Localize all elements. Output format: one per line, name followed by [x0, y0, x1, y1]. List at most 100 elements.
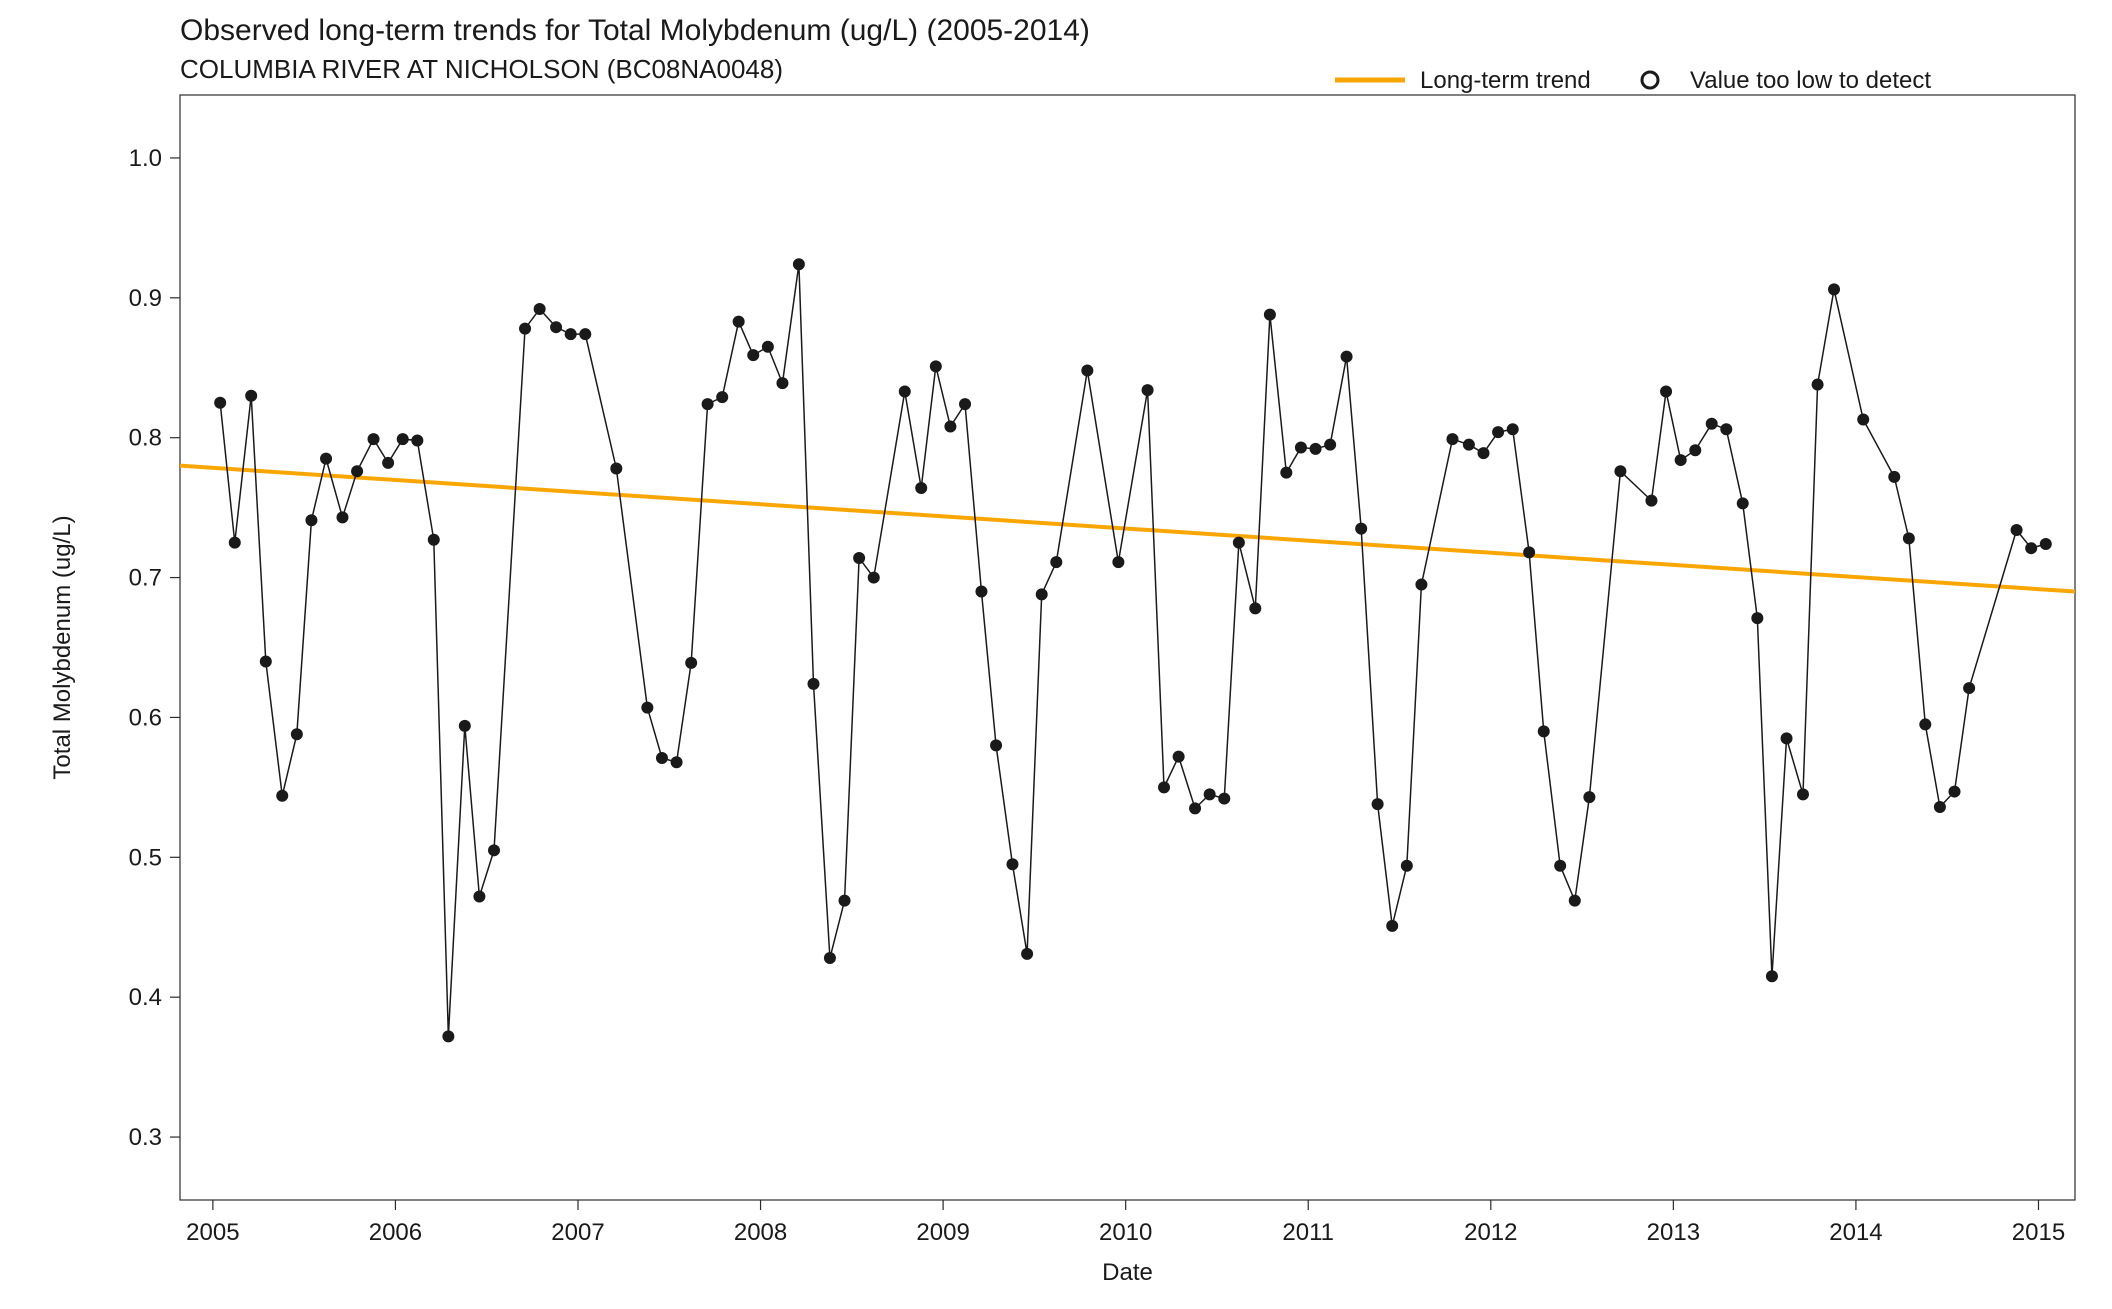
data-point: [1415, 579, 1427, 591]
data-point: [1919, 718, 1931, 730]
data-point: [702, 398, 714, 410]
data-point: [747, 349, 759, 361]
data-point: [1828, 283, 1840, 295]
legend-censored-swatch: [1642, 72, 1658, 88]
data-point: [1507, 423, 1519, 435]
data-point: [351, 465, 363, 477]
data-point: [671, 756, 683, 768]
legend-trend-label: Long-term trend: [1420, 67, 1591, 94]
data-point: [214, 397, 226, 409]
data-point: [1583, 791, 1595, 803]
x-tick-label: 2006: [369, 1219, 422, 1246]
y-axis-label: Total Molybdenum (ug/L): [49, 515, 76, 779]
data-point: [915, 482, 927, 494]
data-point: [1888, 471, 1900, 483]
data-point: [1204, 788, 1216, 800]
data-point: [839, 895, 851, 907]
data-point: [368, 433, 380, 445]
data-point: [1233, 537, 1245, 549]
data-point: [990, 739, 1002, 751]
data-point: [1857, 414, 1869, 426]
data-point: [975, 586, 987, 598]
data-point: [1963, 682, 1975, 694]
data-point: [1720, 423, 1732, 435]
data-series-line: [220, 264, 2046, 1036]
data-point: [685, 657, 697, 669]
data-point: [1949, 786, 1961, 798]
x-tick-label: 2014: [1829, 1219, 1882, 1246]
data-point: [534, 303, 546, 315]
data-point: [336, 511, 348, 523]
data-point: [733, 316, 745, 328]
data-point: [1401, 860, 1413, 872]
data-point: [1218, 793, 1230, 805]
data-point: [1142, 384, 1154, 396]
data-point: [1355, 523, 1367, 535]
data-point: [1463, 439, 1475, 451]
data-point: [320, 453, 332, 465]
data-point: [442, 1030, 454, 1042]
data-point: [305, 514, 317, 526]
data-point: [1280, 467, 1292, 479]
data-point: [1081, 365, 1093, 377]
data-point: [824, 952, 836, 964]
chart-container: Observed long-term trends for Total Moly…: [0, 0, 2112, 1309]
x-tick-label: 2012: [1464, 1219, 1517, 1246]
data-point: [1477, 447, 1489, 459]
x-axis-label: Date: [1102, 1259, 1153, 1286]
data-point: [1614, 465, 1626, 477]
x-tick-label: 2008: [734, 1219, 787, 1246]
x-tick-label: 2009: [916, 1219, 969, 1246]
plot-panel: [180, 95, 2075, 1200]
data-point: [291, 728, 303, 740]
data-point: [229, 537, 241, 549]
data-point: [245, 390, 257, 402]
data-point: [1189, 802, 1201, 814]
data-point: [1372, 798, 1384, 810]
data-point: [1554, 860, 1566, 872]
data-point: [1706, 418, 1718, 430]
y-tick-label: 0.4: [129, 984, 162, 1011]
data-point: [1310, 443, 1322, 455]
data-point: [959, 398, 971, 410]
data-point: [1050, 556, 1062, 568]
data-point: [276, 790, 288, 802]
data-point: [459, 720, 471, 732]
data-point: [1492, 426, 1504, 438]
data-point: [382, 457, 394, 469]
data-point: [260, 655, 272, 667]
data-point: [1021, 948, 1033, 960]
y-tick-label: 0.7: [129, 565, 162, 592]
y-tick-label: 1.0: [129, 145, 162, 172]
data-point: [1903, 532, 1915, 544]
data-point: [1249, 602, 1261, 614]
data-point: [762, 341, 774, 353]
y-tick-label: 0.8: [129, 425, 162, 452]
data-point: [1812, 379, 1824, 391]
data-point: [930, 360, 942, 372]
x-tick-label: 2007: [551, 1219, 604, 1246]
data-point: [2011, 524, 2023, 536]
data-point: [1264, 309, 1276, 321]
data-point: [1158, 781, 1170, 793]
data-point: [868, 572, 880, 584]
data-point: [1645, 495, 1657, 507]
data-point: [1934, 801, 1946, 813]
y-tick-label: 0.6: [129, 704, 162, 731]
chart-title: Observed long-term trends for Total Moly…: [180, 14, 1090, 47]
data-point: [397, 433, 409, 445]
data-point: [1660, 386, 1672, 398]
data-point: [1781, 732, 1793, 744]
data-point: [776, 377, 788, 389]
data-point: [1341, 351, 1353, 363]
x-tick-label: 2010: [1099, 1219, 1152, 1246]
chart-svg: Observed long-term trends for Total Moly…: [0, 0, 2112, 1309]
data-point: [550, 321, 562, 333]
data-point: [1112, 556, 1124, 568]
data-point: [565, 328, 577, 340]
data-point: [944, 421, 956, 433]
data-point: [1569, 895, 1581, 907]
data-point: [1689, 444, 1701, 456]
data-point: [610, 462, 622, 474]
trend-line: [180, 466, 2075, 592]
